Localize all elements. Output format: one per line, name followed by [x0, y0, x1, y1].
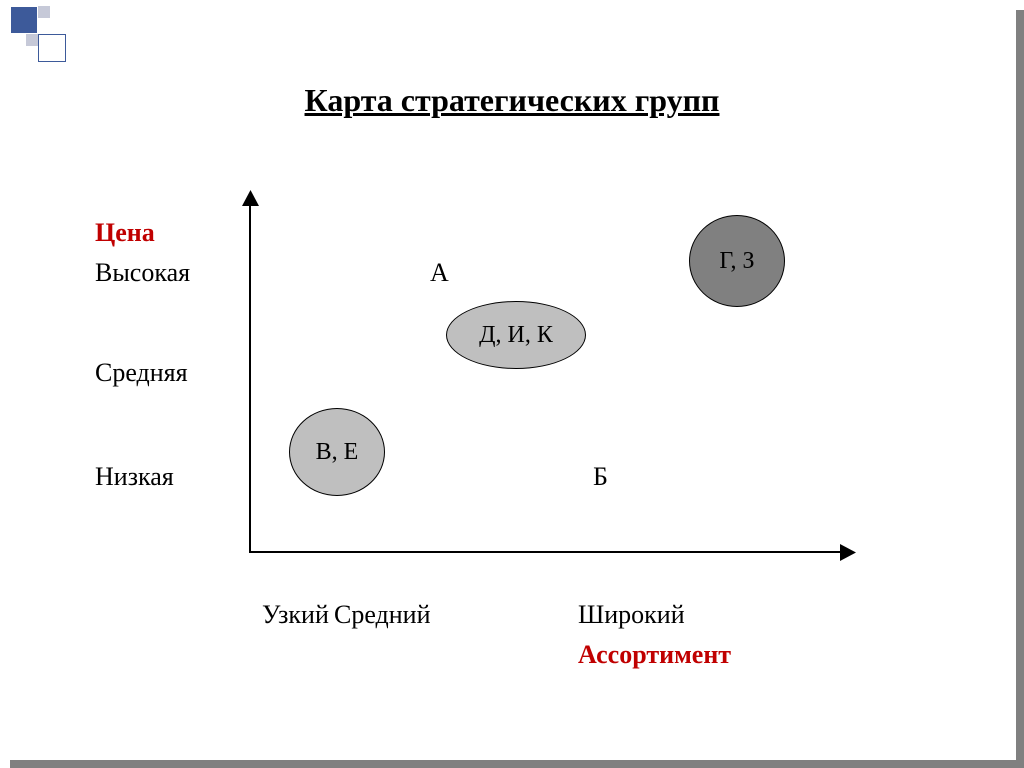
- y-axis-label-high: Высокая: [95, 258, 190, 288]
- bubble-group-b-e: В, Е: [289, 408, 385, 496]
- y-axis-label-mid: Средняя: [95, 358, 188, 388]
- bubble-group-d-i-k: Д, И, К: [446, 301, 586, 369]
- x-axis-arrow-icon: [840, 544, 856, 561]
- bubble-group-g-z: Г, З: [689, 215, 785, 307]
- x-axis-label-wide: Широкий: [578, 600, 685, 630]
- point-label-b: Б: [593, 462, 608, 492]
- x-axis-label-narrow: Узкий: [262, 600, 329, 630]
- y-axis-label-low: Низкая: [95, 462, 174, 492]
- point-label-a: А: [430, 258, 449, 288]
- y-axis-arrow-icon: [242, 190, 259, 206]
- x-axis-title: Ассортимент: [578, 640, 731, 670]
- bubble-label: Г, З: [719, 248, 754, 275]
- bubble-label: Д, И, К: [479, 322, 553, 349]
- y-axis-line: [249, 200, 251, 552]
- y-axis-title: Цена: [95, 218, 155, 248]
- bubble-label: В, Е: [316, 439, 359, 466]
- x-axis-label-medium: Средний: [334, 600, 431, 630]
- x-axis-line: [249, 551, 845, 553]
- slide-title: Карта стратегических групп: [0, 82, 1024, 119]
